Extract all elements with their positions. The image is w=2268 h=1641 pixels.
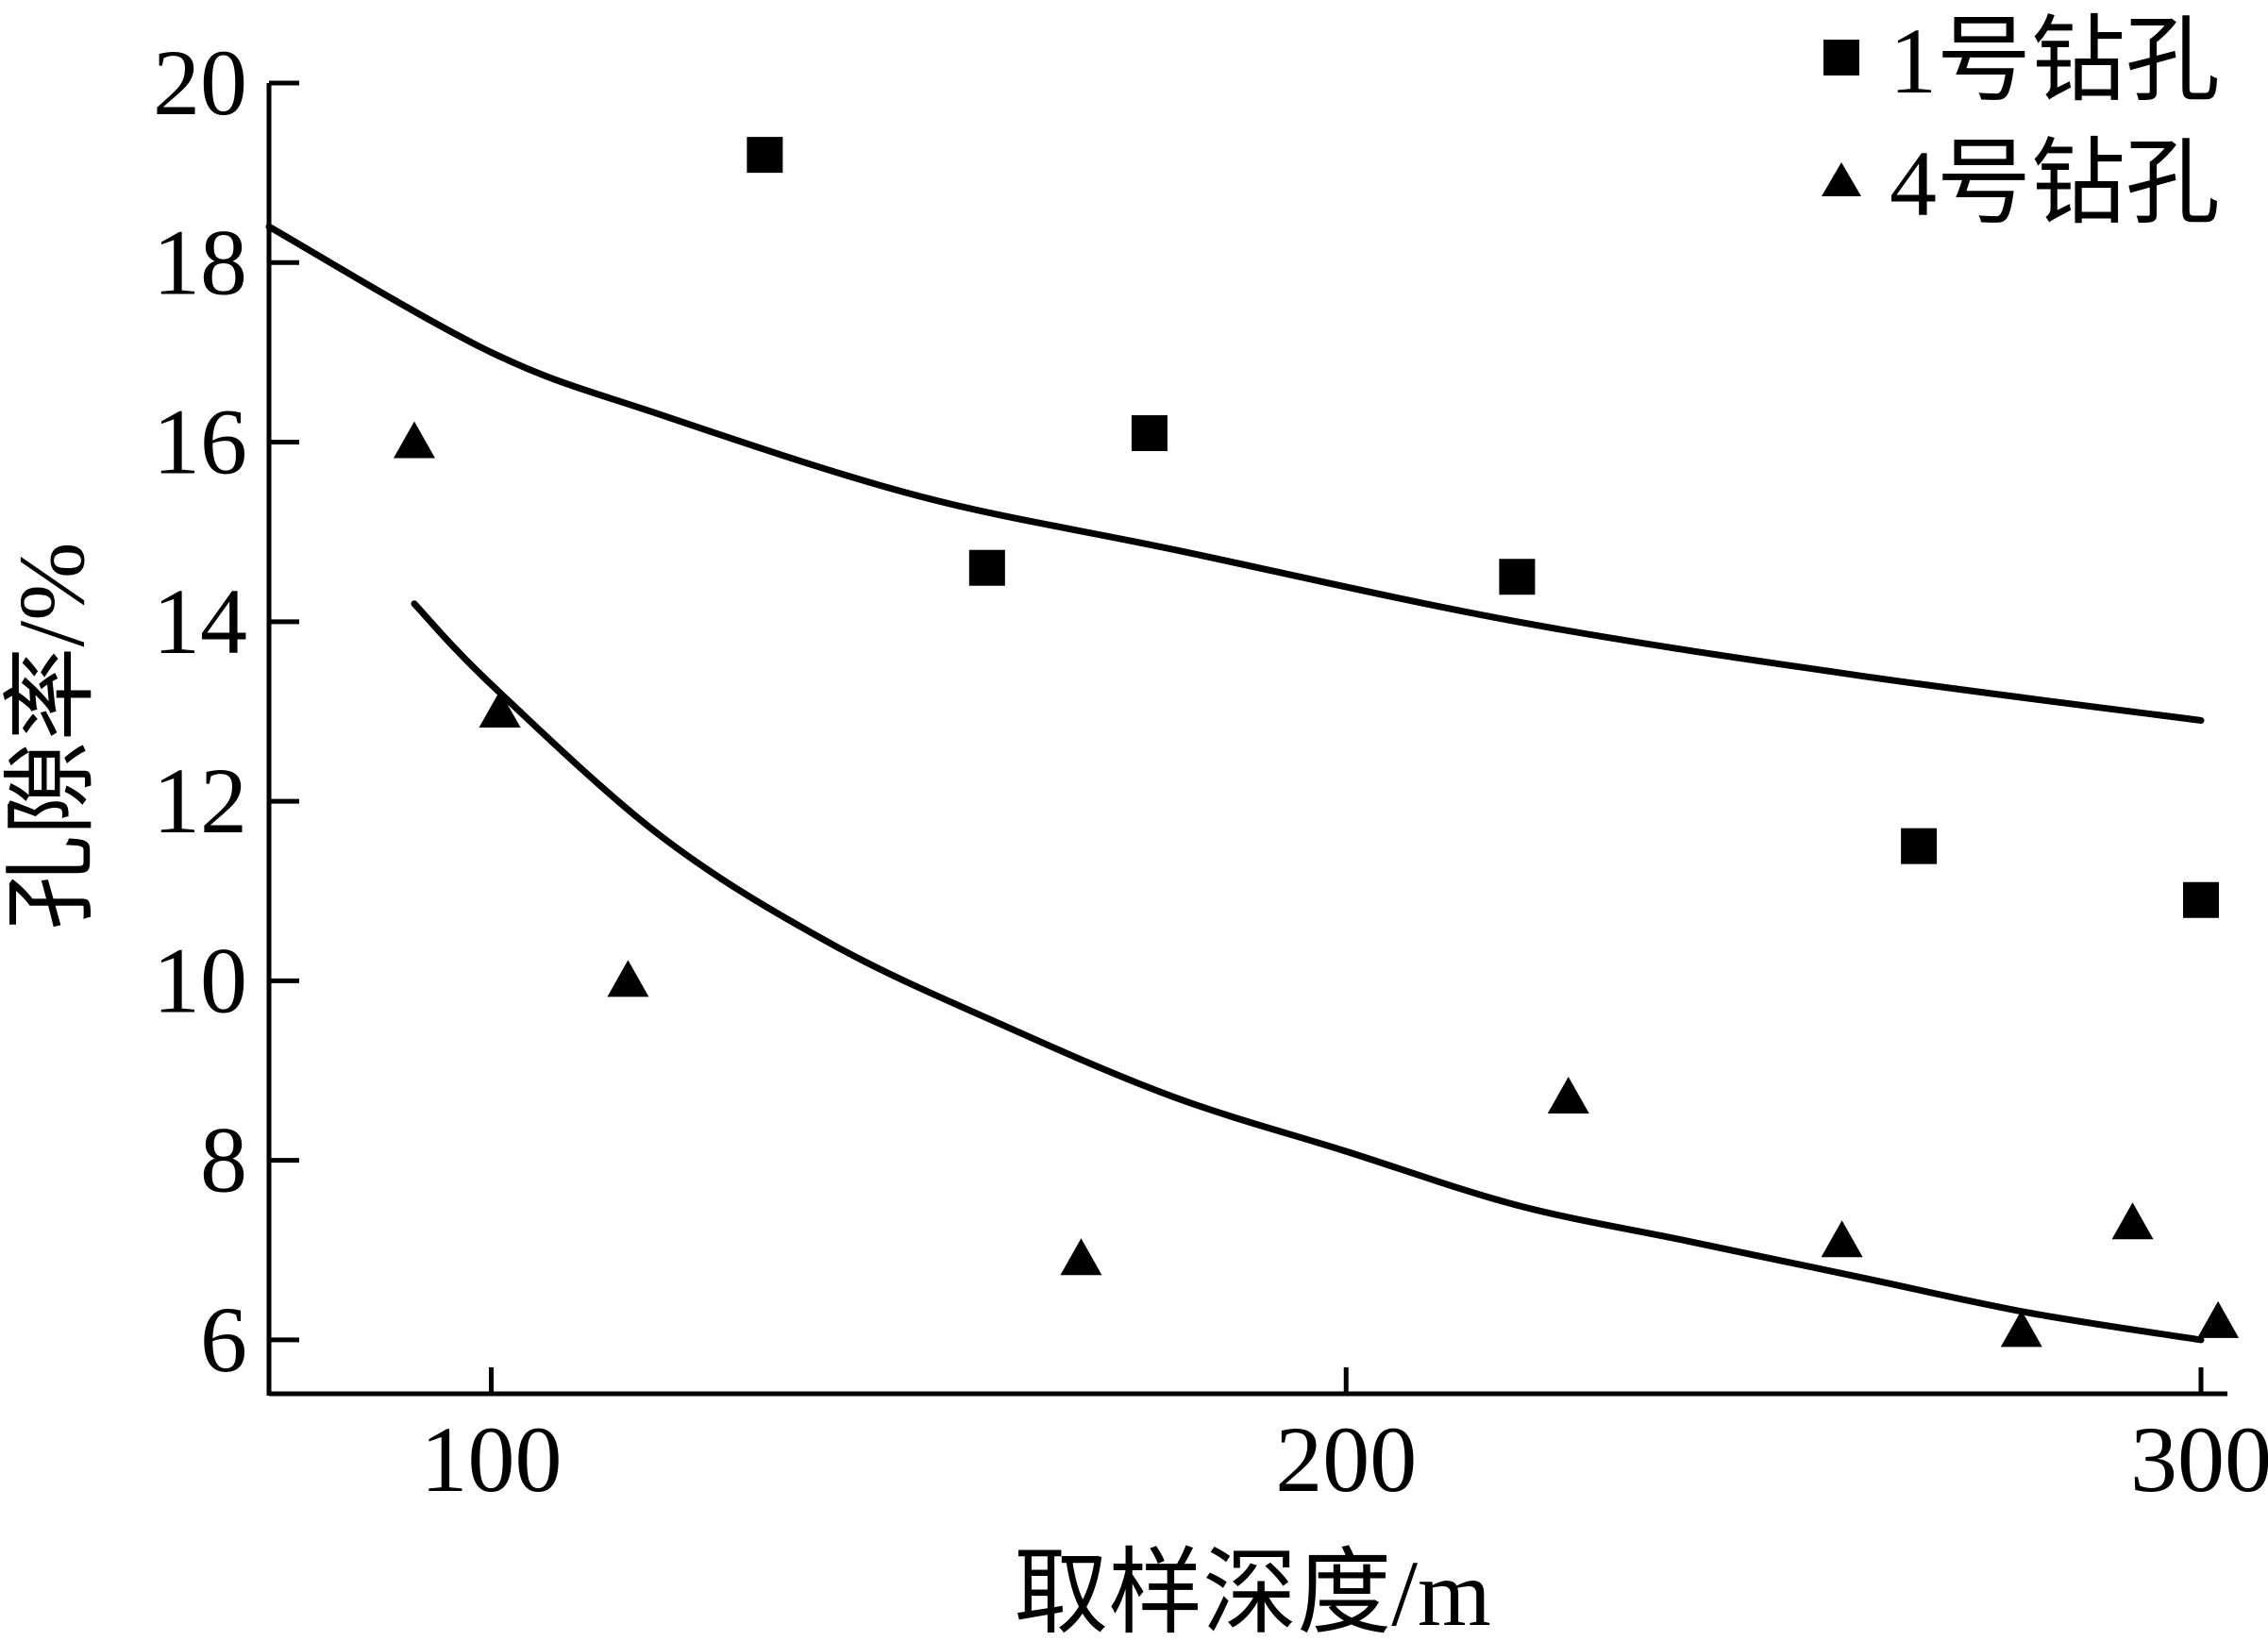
x-tick-label: 100: [420, 1407, 562, 1512]
legend-label-series-1: 1号钻孔: [1890, 8, 2220, 113]
point-series-2: [2000, 1310, 2042, 1348]
y-tick-label: 20: [153, 30, 247, 135]
point-series-2: [393, 421, 435, 459]
data-points: [393, 137, 2240, 1348]
point-series-1: [1499, 559, 1536, 595]
point-series-2: [1547, 1077, 1589, 1114]
point-series-1: [968, 549, 1005, 586]
point-series-2: [1821, 1220, 1863, 1258]
point-series-2: [1060, 1238, 1102, 1276]
y-tick-label: 16: [153, 390, 247, 494]
point-series-2: [479, 690, 521, 728]
point-series-1: [2183, 881, 2219, 918]
point-series-1: [1901, 828, 1938, 864]
y-tick-label: 8: [200, 1108, 247, 1213]
x-tick-label: 300: [2130, 1407, 2268, 1512]
fit-curve-series-1: [265, 223, 2205, 724]
legend: 1号钻孔 4号钻孔: [1822, 8, 2220, 236]
point-series-1: [747, 137, 783, 174]
point-series-2: [607, 960, 649, 997]
fit-curves: [265, 223, 2205, 1344]
point-series-2: [2197, 1300, 2240, 1338]
y-tick-label: 6: [200, 1287, 247, 1392]
legend-marker-triangle: [1822, 162, 1861, 196]
point-series-1: [1131, 415, 1168, 452]
x-tick-label: 200: [1275, 1407, 1417, 1512]
y-tick-label: 12: [153, 748, 247, 853]
point-series-2: [2111, 1202, 2154, 1240]
axes: [266, 83, 2227, 1397]
y-tick-label: 14: [153, 569, 247, 674]
legend-label-series-2: 4号钻孔: [1890, 131, 2220, 236]
legend-marker-square: [1823, 40, 1859, 75]
y-tick-label: 18: [153, 209, 247, 314]
y-axis-label: 孔隙率/%: [0, 542, 104, 929]
fit-curve-series-2: [411, 600, 2205, 1344]
x-axis-label: 取样深度/m: [1014, 1541, 1491, 1641]
x-ticks: 100 200 300: [420, 1367, 2268, 1512]
y-tick-label: 10: [153, 928, 247, 1032]
y-ticks: 20 18 16 14 12 10 8 6: [153, 30, 299, 1392]
